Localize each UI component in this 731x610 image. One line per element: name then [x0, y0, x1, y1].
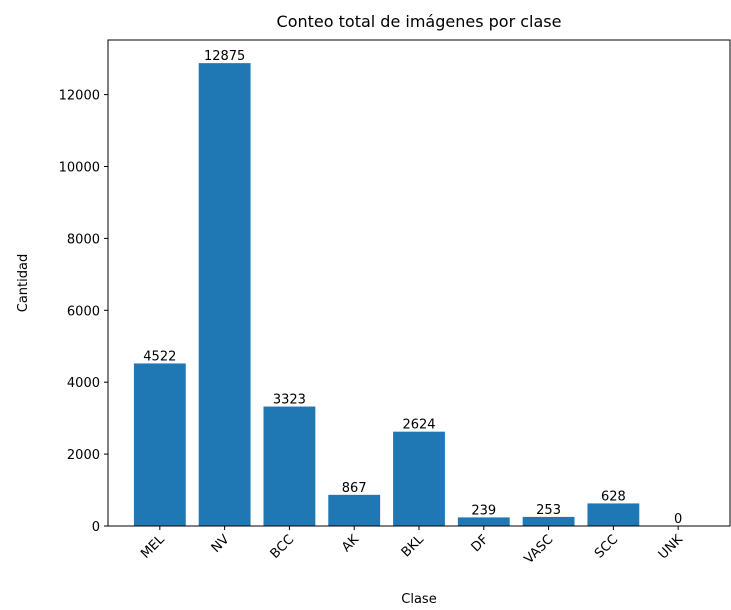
data-label: 2624	[402, 418, 435, 433]
data-label: 867	[342, 481, 367, 496]
data-label: 4522	[143, 349, 176, 364]
y-tick-label: 6000	[67, 304, 100, 319]
data-label: 628	[601, 489, 626, 504]
y-tick-label: 0	[92, 520, 100, 535]
data-label: 0	[674, 512, 682, 527]
data-label: 12875	[204, 49, 245, 64]
bar	[457, 517, 510, 526]
chart-title: Conteo total de imágenes por clase	[277, 12, 562, 31]
y-axis-label: Cantidad	[16, 254, 31, 312]
y-tick-label: 2000	[67, 448, 100, 463]
bar	[133, 363, 186, 526]
data-label: 239	[471, 503, 496, 518]
y-tick-label: 10000	[59, 160, 100, 175]
y-tick-label: 4000	[67, 376, 100, 391]
data-label: 253	[536, 503, 561, 518]
bar	[263, 406, 316, 526]
bar	[587, 503, 640, 526]
y-tick-label: 12000	[59, 89, 100, 104]
bar	[522, 516, 575, 526]
x-axis-label: Clase	[401, 592, 436, 607]
y-tick-label: 8000	[67, 232, 100, 247]
bar	[393, 431, 445, 526]
data-label: 3323	[273, 393, 306, 408]
bar	[198, 63, 251, 527]
plot-frame	[107, 39, 731, 527]
bar	[328, 494, 381, 526]
